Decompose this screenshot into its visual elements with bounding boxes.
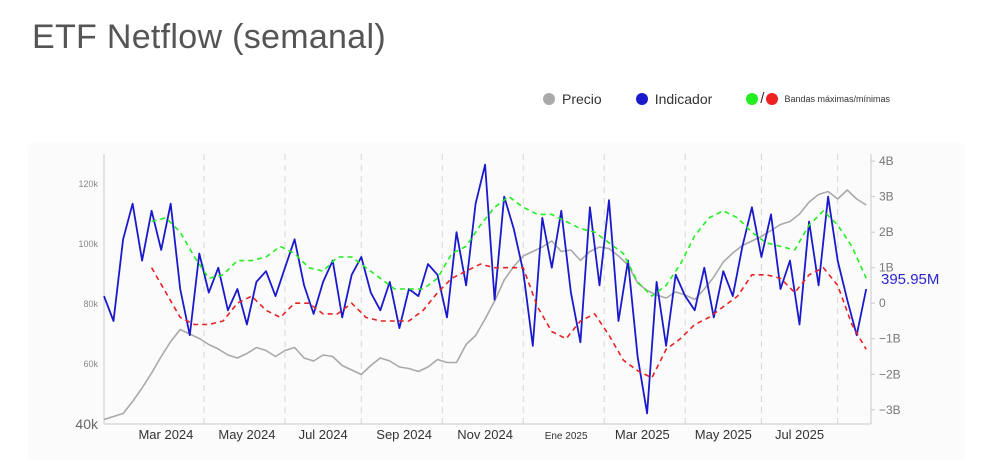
x-tick-label: Nov 2024 xyxy=(457,427,513,442)
legend-label-indicator: Indicador xyxy=(654,90,713,107)
y-right-tick-label: 0 xyxy=(879,296,886,310)
series-line-precio xyxy=(103,189,867,421)
legend-slash: / xyxy=(760,90,765,107)
y-right-tick-label: 4B xyxy=(879,154,894,168)
y-left-tick-label: 120k xyxy=(78,179,98,189)
legend-label-bands: Bandas máximas/mínimas xyxy=(784,93,890,104)
y-right-tick-label: 2B xyxy=(879,225,894,239)
y-right-tick-label: −3B xyxy=(879,403,901,417)
legend-dot-upper-band xyxy=(746,92,759,105)
y-right-tick-label: −1B xyxy=(879,332,901,346)
legend-item-price[interactable]: Precio xyxy=(543,91,602,107)
y-left-tick-label: 100k xyxy=(78,239,98,249)
legend-label-price: Precio xyxy=(562,90,602,107)
chart-title: ETF Netflow (semanal) xyxy=(32,18,386,56)
y-right-tick-label: 1B xyxy=(879,261,894,275)
legend: Precio Indicador / Bandas máximas/mínima… xyxy=(543,90,924,107)
y-right-tick-label: 3B xyxy=(879,190,894,204)
legend-dot-price xyxy=(543,92,555,105)
x-tick-label: Jul 2025 xyxy=(775,427,824,442)
x-tick-label: Ene 2025 xyxy=(545,431,588,442)
x-tick-label: Mar 2024 xyxy=(138,427,193,442)
series-line-banda-m-nima xyxy=(150,263,867,379)
legend-dot-lower-band xyxy=(766,92,779,105)
last-value-label: 395.95M xyxy=(881,271,939,288)
legend-item-bands[interactable]: / Bandas máximas/mínimas xyxy=(746,90,890,107)
x-tick-label: May 2025 xyxy=(695,427,752,442)
y-left-tick-label: 40k xyxy=(75,416,99,432)
x-tick-label: Jul 2024 xyxy=(299,427,348,442)
legend-item-indicator[interactable]: Indicador xyxy=(635,90,713,107)
y-right-tick-label: −2B xyxy=(879,367,901,381)
x-tick-label: May 2024 xyxy=(218,427,275,442)
series-line-banda-m-xima xyxy=(151,195,867,297)
series-line-indicador xyxy=(103,163,868,415)
chart-background xyxy=(28,142,965,460)
y-left-tick-label: 80k xyxy=(83,299,98,309)
legend-dot-indicator xyxy=(635,92,648,105)
x-tick-label: Mar 2025 xyxy=(615,427,670,442)
x-tick-label: Sep 2024 xyxy=(376,427,432,442)
y-left-tick-label: 60k xyxy=(83,359,98,369)
